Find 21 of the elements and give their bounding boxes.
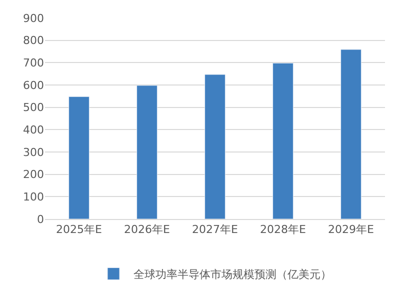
y-tick-label: 400	[23, 124, 44, 137]
bar	[136, 85, 158, 219]
y-tick-label: 900	[23, 12, 44, 25]
y-tick-label: 300	[23, 146, 44, 159]
x-tick-label: 2027年E	[192, 223, 238, 236]
y-tick-label: 200	[23, 168, 44, 182]
bar	[272, 62, 294, 219]
legend-label: 全球功率半导体市场规模预测（亿美元）	[134, 268, 332, 281]
y-tick-label: 600	[23, 78, 44, 92]
y-tick-label: 100	[23, 190, 44, 204]
x-tick-label: 2025年E	[56, 223, 102, 236]
bar	[68, 96, 90, 219]
x-tick-label: 2026年E	[124, 223, 170, 236]
y-tick-label: 0	[37, 212, 44, 226]
bar	[340, 49, 362, 219]
y-tick-label: 500	[23, 101, 44, 114]
y-tick-label: 800	[23, 34, 44, 48]
x-tick-label: 2028年E	[260, 223, 306, 236]
x-tick-label: 2029年E	[328, 223, 374, 236]
y-tick-label: 700	[23, 56, 44, 70]
bar	[204, 74, 226, 219]
